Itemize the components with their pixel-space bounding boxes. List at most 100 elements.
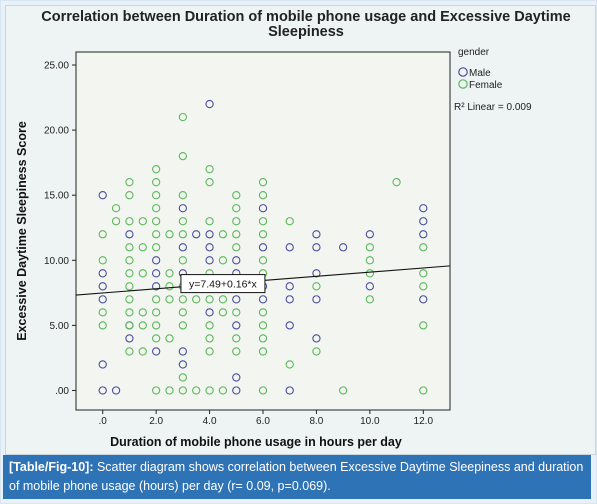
- data-point-male: [151, 347, 161, 356]
- data-point-female: [151, 308, 161, 317]
- data-point-male: [285, 282, 294, 291]
- data-point-female: [232, 230, 241, 239]
- data-point-male: [232, 386, 241, 395]
- data-point-male: [178, 360, 188, 369]
- data-point-female: [365, 256, 375, 265]
- data-point-female: [258, 230, 268, 239]
- x-tick-label: 2.0: [149, 416, 163, 427]
- data-point-female: [138, 243, 147, 252]
- data-point-female: [165, 282, 174, 291]
- data-point-female: [178, 191, 188, 200]
- data-point-female: [285, 217, 294, 226]
- data-point-male: [205, 99, 214, 109]
- x-axis-title: Duration of mobile phone usage in hours …: [110, 435, 402, 449]
- data-point-female: [125, 282, 134, 291]
- data-point-male: [419, 230, 428, 239]
- data-point-male: [258, 243, 268, 252]
- data-point-male: [258, 204, 268, 213]
- data-point-female: [178, 295, 188, 304]
- data-point-female: [218, 295, 228, 304]
- data-point-female: [258, 386, 268, 395]
- data-point-female: [138, 217, 147, 226]
- data-point-female: [312, 282, 321, 291]
- data-point-female: [205, 178, 214, 187]
- data-point-male: [419, 295, 428, 304]
- data-point-female: [419, 282, 428, 291]
- data-point-female: [232, 204, 241, 213]
- chart-title-line-1: Correlation between Duration of mobile p…: [41, 9, 570, 25]
- data-point-male: [365, 230, 375, 239]
- data-point-female: [419, 321, 428, 330]
- data-point-female: [258, 334, 268, 343]
- fit-line-label: y=7.49+0.16*x: [189, 279, 257, 291]
- data-point-female: [232, 308, 241, 317]
- chart-title-line-2: Sleepiness: [268, 24, 344, 40]
- data-point-male: [151, 269, 161, 278]
- legend-marker-female: [458, 79, 468, 89]
- fit-line-group: y=7.49+0.16*x: [75, 265, 451, 296]
- data-point-male: [178, 243, 188, 252]
- data-point-female: [151, 386, 161, 395]
- data-point-female: [218, 230, 228, 239]
- y-axis-ticks: .00 5.00 10.00 15.00 20.00 25.00: [44, 61, 76, 397]
- x-tick-label: 12.0: [414, 416, 434, 427]
- data-point-female: [151, 334, 161, 343]
- data-point-female: [285, 360, 294, 369]
- x-tick-label: .0: [99, 416, 108, 427]
- data-points: [98, 99, 428, 395]
- data-point-male: [125, 230, 134, 239]
- y-tick-label: 20.00: [44, 126, 69, 137]
- data-point-female: [98, 321, 107, 330]
- data-point-female: [98, 256, 107, 265]
- data-point-female: [151, 204, 161, 213]
- data-point-female: [151, 165, 161, 174]
- legend-label-female: Female: [469, 80, 503, 91]
- y-tick-label: 25.00: [44, 61, 69, 72]
- data-point-male: [285, 295, 294, 304]
- data-point-female: [138, 269, 147, 278]
- x-tick-label: 4.0: [203, 416, 217, 427]
- data-point-female: [138, 321, 147, 330]
- y-tick-label: 15.00: [44, 191, 69, 202]
- data-point-female: [125, 217, 134, 226]
- data-point-female: [165, 386, 174, 395]
- data-point-male: [312, 295, 321, 304]
- data-point-female: [125, 269, 134, 278]
- data-point-male: [232, 295, 241, 304]
- data-point-female: [125, 191, 134, 200]
- caption-label: [Table/Fig-10]:: [9, 460, 94, 474]
- data-point-male: [111, 386, 121, 395]
- data-point-male: [312, 334, 321, 343]
- y-tick-label: 10.00: [44, 256, 69, 267]
- data-point-male: [98, 295, 107, 304]
- data-point-male: [232, 373, 241, 382]
- data-point-female: [218, 308, 228, 317]
- data-point-female: [111, 204, 121, 213]
- data-point-male: [338, 243, 348, 252]
- data-point-female: [258, 321, 268, 330]
- data-point-female: [218, 256, 228, 265]
- data-point-male: [419, 204, 428, 213]
- data-point-male: [205, 256, 214, 265]
- data-point-female: [125, 256, 134, 265]
- data-point-female: [178, 256, 188, 265]
- data-point-male: [312, 269, 321, 278]
- data-point-female: [178, 386, 188, 395]
- data-point-female: [165, 295, 174, 304]
- data-point-male: [232, 256, 241, 265]
- data-point-female: [258, 256, 268, 265]
- data-point-male: [151, 282, 161, 291]
- data-point-male: [232, 321, 241, 330]
- data-point-male: [151, 256, 161, 265]
- figure-caption: [Table/Fig-10]: Scatter diagram shows co…: [3, 455, 591, 499]
- data-point-female: [165, 269, 174, 278]
- data-point-female: [205, 321, 214, 330]
- data-point-female: [258, 217, 268, 226]
- data-point-female: [365, 295, 375, 304]
- data-point-female: [125, 295, 134, 304]
- data-point-female: [419, 243, 428, 252]
- data-point-female: [218, 386, 228, 395]
- data-point-female: [205, 217, 214, 226]
- data-point-female: [192, 386, 201, 395]
